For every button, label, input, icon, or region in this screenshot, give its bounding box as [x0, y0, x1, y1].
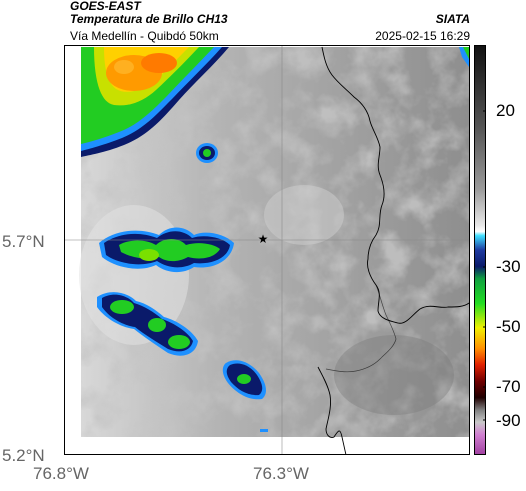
brightness-temperature-map: ★: [64, 45, 470, 455]
deep-convection-top-left: [81, 47, 229, 157]
lon-tick-label: 76.8°W: [33, 464, 89, 483]
lat-tick-label: 5.2°N: [2, 446, 45, 465]
star-marker-icon: ★: [258, 232, 269, 246]
storm-edge-top-right: [459, 47, 469, 67]
colorbar-tick-label: -50: [496, 317, 521, 336]
colorbar-tick-label: -90: [496, 411, 521, 430]
storm-cell-lower-right: [222, 360, 268, 432]
lat-tick-label: 5.7°N: [2, 232, 45, 251]
colorbar-tick-label: -30: [496, 257, 521, 276]
timestamp: 2025-02-15 16:29: [375, 29, 470, 43]
satellite-name: GOES-EAST: [70, 0, 141, 13]
storm-cell-small: [196, 143, 218, 163]
storm-cell-cluster-lower: [97, 292, 198, 356]
graticule: [64, 45, 470, 455]
product-title: Temperatura de Brillo CH13: [70, 12, 228, 26]
temperature-colorbar: [474, 45, 486, 455]
department-boundary: [317, 46, 470, 455]
department-boundary-2: [325, 284, 397, 373]
colorbar-tick-label: 20: [496, 101, 515, 120]
colorbar-tick-label: -70: [496, 377, 521, 396]
route-subtitle: Vía Medellín - Quibdó 50km: [70, 29, 219, 43]
lon-tick-label: 76.3°W: [253, 464, 309, 483]
storm-cell-band: [99, 227, 234, 273]
agency-name: SIATA: [435, 12, 470, 26]
